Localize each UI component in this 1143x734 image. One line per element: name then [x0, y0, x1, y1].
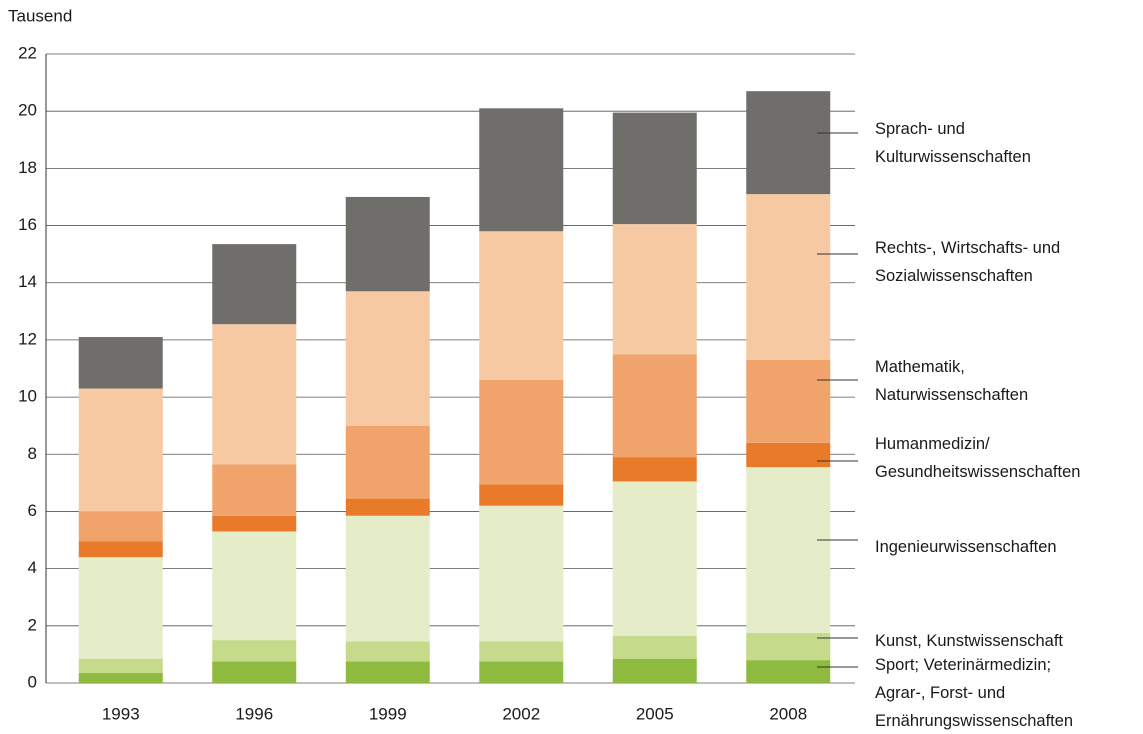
bar-segment [212, 515, 297, 532]
bar-segment [746, 467, 831, 633]
bar-segment [78, 388, 163, 512]
legend-label: Ingenieurwissenschaften [875, 538, 1057, 556]
bar-segment [345, 641, 430, 662]
bar-segment [479, 661, 564, 683]
bar-segment [345, 291, 430, 426]
legend-label: Rechts-, Wirtschafts- und Sozialwissensc… [875, 239, 1061, 285]
legend-label: Mathematik, Naturwissenschaften [875, 358, 1029, 404]
y-tick-label: 0 [28, 672, 37, 691]
legend-label: Humanmedizin/ Gesundheitswissenschaften [875, 435, 1081, 481]
legend-label: Sport; Veterinärmedizin; Agrar-, Forst- … [875, 656, 1074, 730]
x-tick-label: 1996 [235, 704, 273, 723]
bar-segment [212, 640, 297, 662]
bar-segment [345, 661, 430, 683]
bar-segment [612, 481, 697, 636]
y-tick-label: 14 [18, 272, 37, 291]
bar-segment [78, 541, 163, 558]
bar-segment [612, 635, 697, 659]
bar-segment [212, 464, 297, 516]
bar-segment [78, 511, 163, 542]
bar-segment [479, 641, 564, 662]
y-axis-label: Tausend [8, 6, 72, 25]
bar-segment [345, 425, 430, 499]
legend-label: Sprach- und Kulturwissenschaften [875, 120, 1031, 166]
legend-label: Kunst, Kunstwissenschaft [875, 632, 1064, 650]
bar-segment [746, 91, 831, 195]
y-tick-label: 2 [28, 615, 37, 634]
y-tick-label: 20 [18, 101, 37, 120]
y-tick-label: 10 [18, 387, 37, 406]
bar-segment [479, 505, 564, 642]
bar-segment [212, 324, 297, 465]
bar-segment [746, 442, 831, 468]
bar-segment [479, 484, 564, 506]
bar-segment [212, 531, 297, 641]
y-tick-label: 12 [18, 329, 37, 348]
x-tick-label: 2005 [636, 704, 674, 723]
x-tick-label: 1999 [369, 704, 407, 723]
bar-segment [612, 658, 697, 683]
bar-segment [479, 231, 564, 380]
bar-segment [78, 337, 163, 389]
bar-segment [78, 557, 163, 659]
bar-segment [746, 632, 831, 661]
y-tick-label: 4 [28, 558, 37, 577]
y-tick-label: 18 [18, 158, 37, 177]
bar-segment [746, 660, 831, 683]
y-tick-label: 16 [18, 215, 37, 234]
bar-segment [479, 379, 564, 485]
x-tick-label: 1993 [102, 704, 140, 723]
y-tick-label: 22 [18, 43, 37, 62]
bar-segment [612, 457, 697, 482]
bar-segment [345, 196, 430, 292]
bar-segment [78, 672, 163, 683]
y-tick-label: 6 [28, 501, 37, 520]
x-tick-label: 2008 [769, 704, 807, 723]
x-tick-label: 2002 [502, 704, 540, 723]
bar-segment [479, 108, 564, 232]
bar-segment [78, 658, 163, 673]
y-tick-label: 8 [28, 444, 37, 463]
bar-segment [612, 112, 697, 225]
bar-segment [612, 354, 697, 458]
bar-segment [212, 244, 297, 325]
bar-segment [612, 224, 697, 355]
bar-segment [212, 661, 297, 683]
bar-segment [345, 515, 430, 642]
bar-segment [746, 359, 831, 443]
bar-segment [345, 498, 430, 516]
bar-segment [746, 194, 831, 360]
